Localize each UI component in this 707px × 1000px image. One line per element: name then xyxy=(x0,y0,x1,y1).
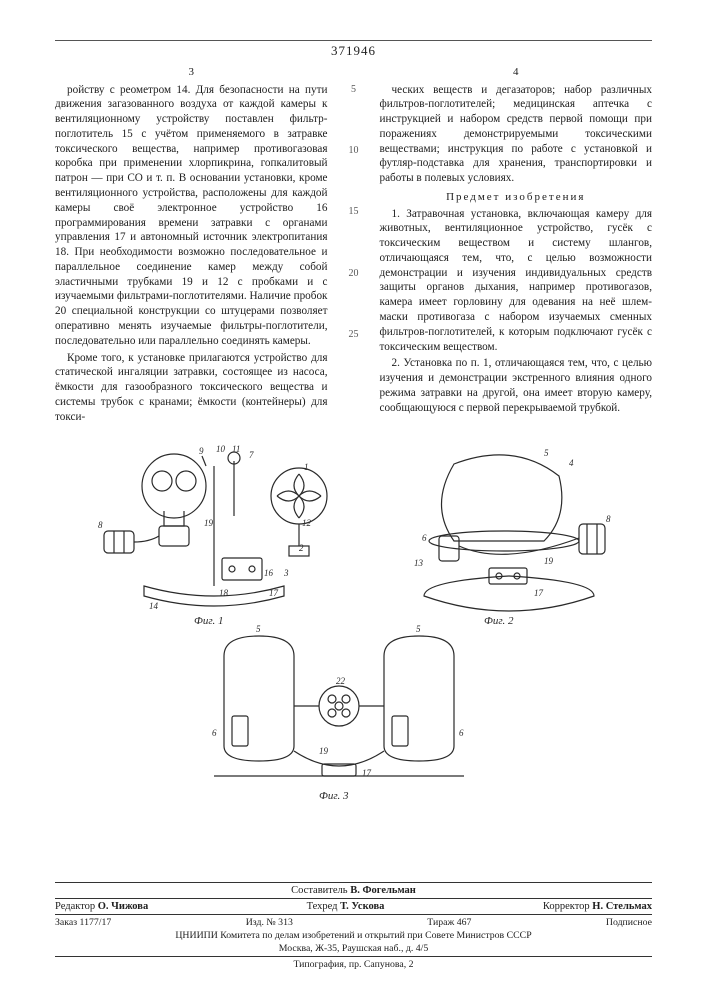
svg-text:13: 13 xyxy=(414,558,424,568)
svg-text:Фиг. 3: Фиг. 3 xyxy=(319,790,349,802)
svg-text:14: 14 xyxy=(149,601,159,611)
line-number-gutter: 5 10 15 20 25 xyxy=(346,65,362,426)
svg-text:7: 7 xyxy=(249,450,254,460)
izd-no: Изд. № 313 xyxy=(246,917,293,928)
editor-label: Редактор xyxy=(55,901,95,912)
svg-text:2: 2 xyxy=(299,543,304,553)
techred-label: Техред xyxy=(307,901,338,912)
right-para-1: ческих веществ и дегазаторов; набор разл… xyxy=(380,83,653,186)
svg-text:3: 3 xyxy=(283,568,289,578)
claim-1: 1. Затравочная установка, включающая кам… xyxy=(380,207,653,355)
svg-text:18: 18 xyxy=(219,588,229,598)
svg-text:8: 8 xyxy=(606,514,611,524)
svg-text:17: 17 xyxy=(534,588,544,598)
left-para-2: Кроме того, к установке прилагаются устр… xyxy=(55,351,328,425)
svg-text:6: 6 xyxy=(459,728,464,738)
typography: Типография, пр. Сапунова, 2 xyxy=(55,959,652,970)
tirage: Тираж 467 xyxy=(427,917,471,928)
techred-name: Т. Ускова xyxy=(340,901,384,912)
svg-text:19: 19 xyxy=(544,556,554,566)
editor-name: О. Чижова xyxy=(98,901,148,912)
lineno: 15 xyxy=(346,205,362,218)
corrector-label: Корректор xyxy=(543,901,590,912)
right-column: 4 ческих веществ и дегазаторов; набор ра… xyxy=(380,65,653,426)
svg-text:22: 22 xyxy=(336,676,346,686)
svg-text:4: 4 xyxy=(569,458,574,468)
lineno: 5 xyxy=(346,83,362,96)
fig3: 5 5 6 6 22 19 17 Фиг. 3 xyxy=(212,624,464,802)
claims-title: Предмет изобретения xyxy=(380,190,653,205)
fig2: 5 4 6 8 13 19 17 Фиг. 2 xyxy=(414,448,611,627)
text-columns: 3 ройству с реометром 14. Для безопаснос… xyxy=(55,65,652,426)
svg-text:6: 6 xyxy=(212,728,217,738)
patent-number: 371946 xyxy=(55,43,652,59)
fig1: 9 10 11 7 1 19 12 2 3 8 18 16 14 17 xyxy=(98,444,327,627)
order-no: Заказ 1177/17 xyxy=(55,917,111,928)
org-line-1: ЦНИИПИ Комитета по делам изобретений и о… xyxy=(55,930,652,941)
lineno: 25 xyxy=(346,328,362,341)
top-rule xyxy=(55,40,652,41)
right-col-number: 4 xyxy=(380,65,653,80)
patent-page: 371946 3 ройству с реометром 14. Для без… xyxy=(0,0,707,1000)
svg-text:19: 19 xyxy=(319,746,329,756)
org-line-2: Москва, Ж-35, Раушская наб., д. 4/5 xyxy=(55,943,652,954)
svg-text:9: 9 xyxy=(199,446,204,456)
svg-text:5: 5 xyxy=(416,624,421,634)
svg-text:10: 10 xyxy=(216,444,226,454)
svg-text:Фиг. 1: Фиг. 1 xyxy=(194,615,224,627)
lineno: 10 xyxy=(346,144,362,157)
svg-text:19: 19 xyxy=(204,518,214,528)
svg-text:5: 5 xyxy=(544,448,549,458)
left-column: 3 ройству с реометром 14. Для безопаснос… xyxy=(55,65,328,426)
compiler-name: В. Фогельман xyxy=(350,885,416,896)
left-para-1: ройству с реометром 14. Для безопасности… xyxy=(55,83,328,349)
left-col-number: 3 xyxy=(55,65,328,80)
corrector-name: Н. Стельмах xyxy=(592,901,652,912)
svg-text:16: 16 xyxy=(264,568,274,578)
subscription: Подписное xyxy=(606,917,652,928)
lineno: 20 xyxy=(346,267,362,280)
compiler-label: Составитель xyxy=(291,885,347,896)
svg-text:5: 5 xyxy=(256,624,261,634)
footer: Составитель В. Фогельман Редактор О. Чиж… xyxy=(55,880,652,972)
svg-text:8: 8 xyxy=(98,520,103,530)
svg-text:1: 1 xyxy=(304,462,309,472)
claim-2: 2. Установка по п. 1, отличающаяся тем, … xyxy=(380,356,653,415)
svg-text:Фиг. 2: Фиг. 2 xyxy=(484,615,514,627)
svg-text:17: 17 xyxy=(269,588,279,598)
figures-svg: 9 10 11 7 1 19 12 2 3 8 18 16 14 17 xyxy=(74,436,634,806)
svg-text:6: 6 xyxy=(422,533,427,543)
figures-block: 9 10 11 7 1 19 12 2 3 8 18 16 14 17 xyxy=(55,436,652,806)
svg-text:11: 11 xyxy=(232,444,240,454)
svg-text:17: 17 xyxy=(362,768,372,778)
